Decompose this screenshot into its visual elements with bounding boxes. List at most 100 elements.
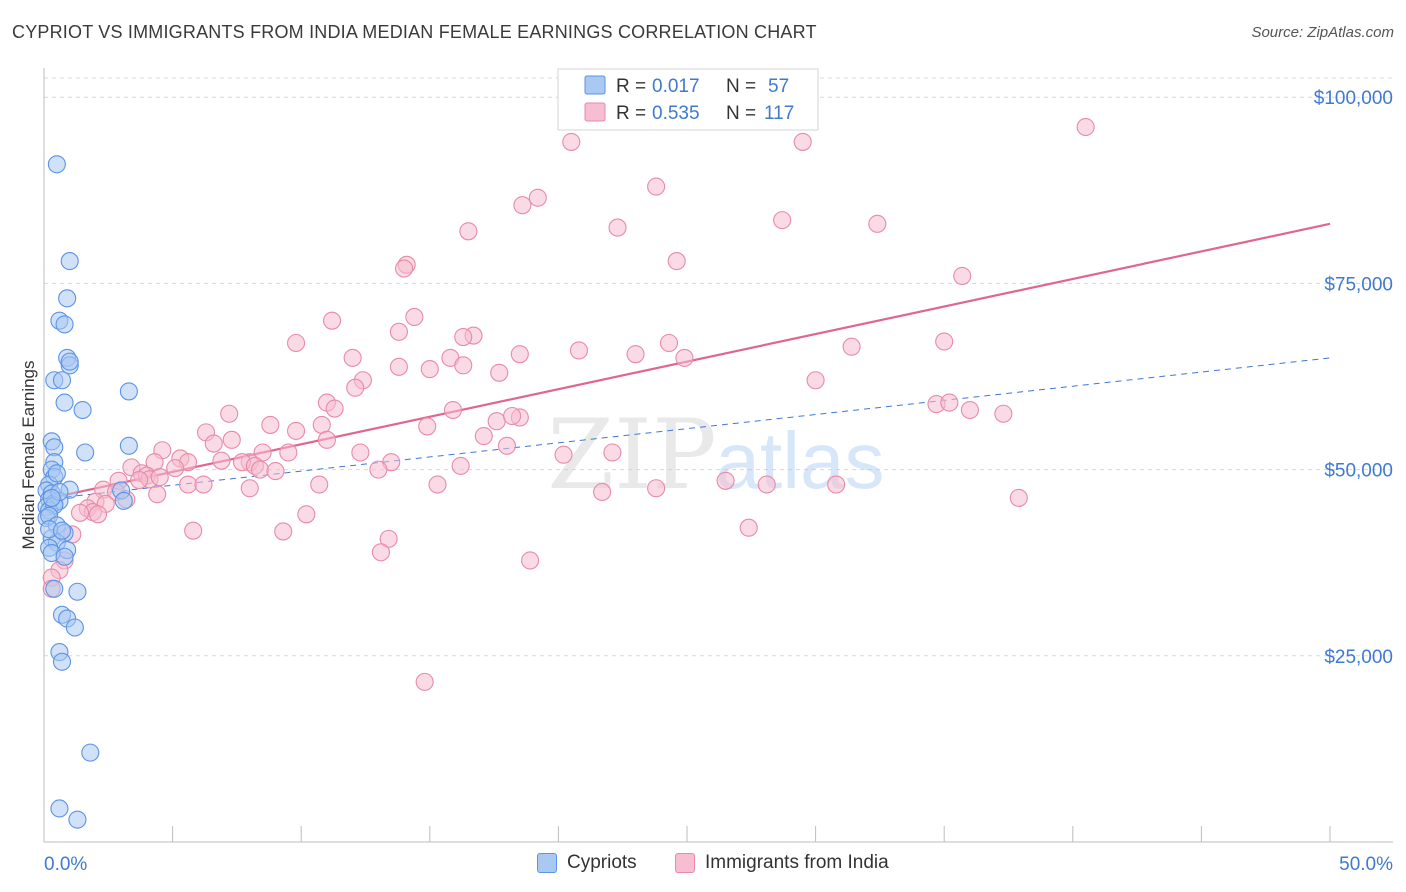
legend-n-value-india: 117 [764,103,794,124]
point-india [806,371,825,390]
point-india [454,328,473,347]
point-india [593,482,612,502]
point-india [757,475,776,494]
point-india [204,434,223,453]
point-india [323,311,342,330]
point-india [773,211,792,230]
point-india [827,475,846,494]
point-india [994,404,1013,423]
point-india [521,551,540,570]
point-india [150,468,169,487]
point-india [130,470,149,490]
point-cypriots [60,352,79,371]
point-cypriots [42,488,61,507]
point-india [212,451,231,470]
point-india [405,307,424,326]
point-india [451,456,470,475]
point-india [953,266,972,286]
trend-line-cypriots [43,357,1331,500]
legend-r-label-cypriots: R = [616,76,646,97]
point-india [569,341,589,360]
y-axis-title: Median Female Earnings [19,361,38,550]
point-cypriots [52,371,72,390]
point-india [287,421,306,440]
watermark-atlas: atlas [716,416,885,505]
point-india [513,196,532,215]
point-india [603,443,622,462]
point-india [454,356,473,375]
point-india [261,415,280,434]
point-cypriots [47,155,66,174]
point-india [297,505,316,524]
legend-swatch-cypriots [584,75,606,95]
point-cypriots [81,743,100,762]
point-cypriots [119,382,138,401]
point-india [474,427,493,446]
point-india [325,399,344,418]
chart-title: CYPRIOT VS IMMIGRANTS FROM INDIA MEDIAN … [12,22,817,42]
point-cypriots [55,547,74,566]
point-india [70,503,90,522]
point-india [389,357,408,376]
point-india [240,479,259,498]
legend-bottom-label-cypriots: Cypriots [567,852,637,873]
point-india [369,460,388,479]
point-india [608,218,627,237]
point-india [266,462,285,481]
point-india [554,445,573,464]
point-india [659,333,679,353]
point-cypriots [55,393,74,412]
axis-labels: $25,000 $50,000 $75,000 $100,000 0.0% 50.0% Me… [19,88,1393,875]
point-india [675,348,694,367]
x-tick-label-max: 50.0% [1339,854,1393,875]
point-india [184,521,203,540]
point-india [510,345,529,364]
point-cypriots [52,652,72,671]
legend-swatch-india [584,102,606,122]
point-india [343,348,362,367]
data-points [37,117,1095,829]
legend-bottom-swatch-india [675,853,695,873]
point-cypriots [45,579,64,598]
point-cypriots [68,582,87,601]
point-cypriots [76,443,95,462]
gridlines [44,77,1393,657]
point-india [503,406,522,426]
legend-bottom: Cypriots Immigrants from India [0,850,1406,880]
point-india [562,132,581,151]
point-india [389,322,408,341]
point-india [960,400,979,420]
watermark-zip: ZIP [547,399,716,511]
point-india [194,475,213,494]
point-india [793,132,812,151]
point-india [842,337,861,356]
axes [43,68,1393,843]
point-india [716,471,735,490]
point-india [868,214,887,233]
point-cypriots [119,436,138,455]
point-india [626,345,645,364]
point-india [1076,117,1095,137]
legend-bottom-cypriots: Cypriots [537,852,637,874]
y-tick-label: $50,000 [1324,461,1393,482]
point-india [418,417,437,436]
legend-top: R = 0.017 N = 57 R = 0.535 N = 117 [557,68,819,131]
point-india [279,443,298,462]
point-india [310,475,329,494]
point-cypriots [60,252,79,271]
y-tick-label: $100,000 [1314,88,1393,109]
point-india [371,543,390,562]
point-cypriots [58,289,77,308]
point-india [420,360,439,379]
point-india [148,485,167,504]
point-cypriots [47,464,66,483]
legend-r-value-cypriots: 0.017 [652,76,700,97]
point-india [647,177,666,196]
point-india [647,479,666,498]
point-india [667,252,686,271]
point-cypriots [114,491,133,510]
point-india [166,459,185,478]
legend-n-label-cypriots: N = [726,76,756,97]
point-india [497,436,517,455]
